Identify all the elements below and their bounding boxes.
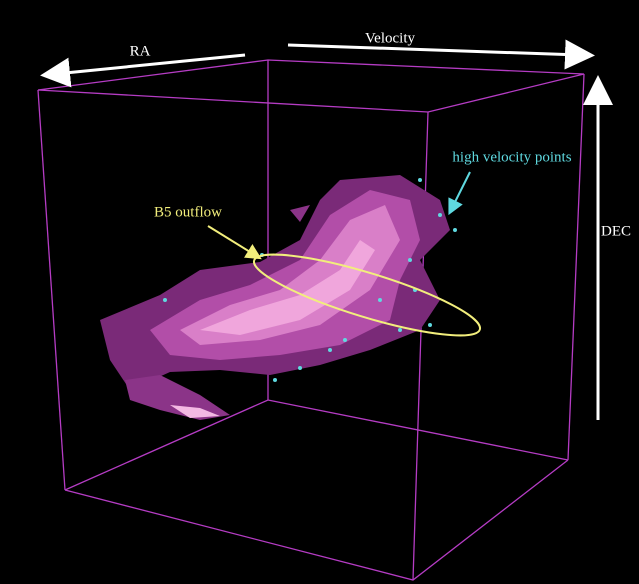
high-velocity-label: high velocity points — [452, 149, 571, 165]
ra-label: RA — [130, 43, 151, 59]
visualization: RA Velocity DEC high velocity points B5 … — [0, 0, 639, 584]
outflow-label: B5 outflow — [154, 204, 222, 220]
velocity-label: Velocity — [365, 30, 415, 46]
dec-label: DEC — [601, 223, 631, 239]
